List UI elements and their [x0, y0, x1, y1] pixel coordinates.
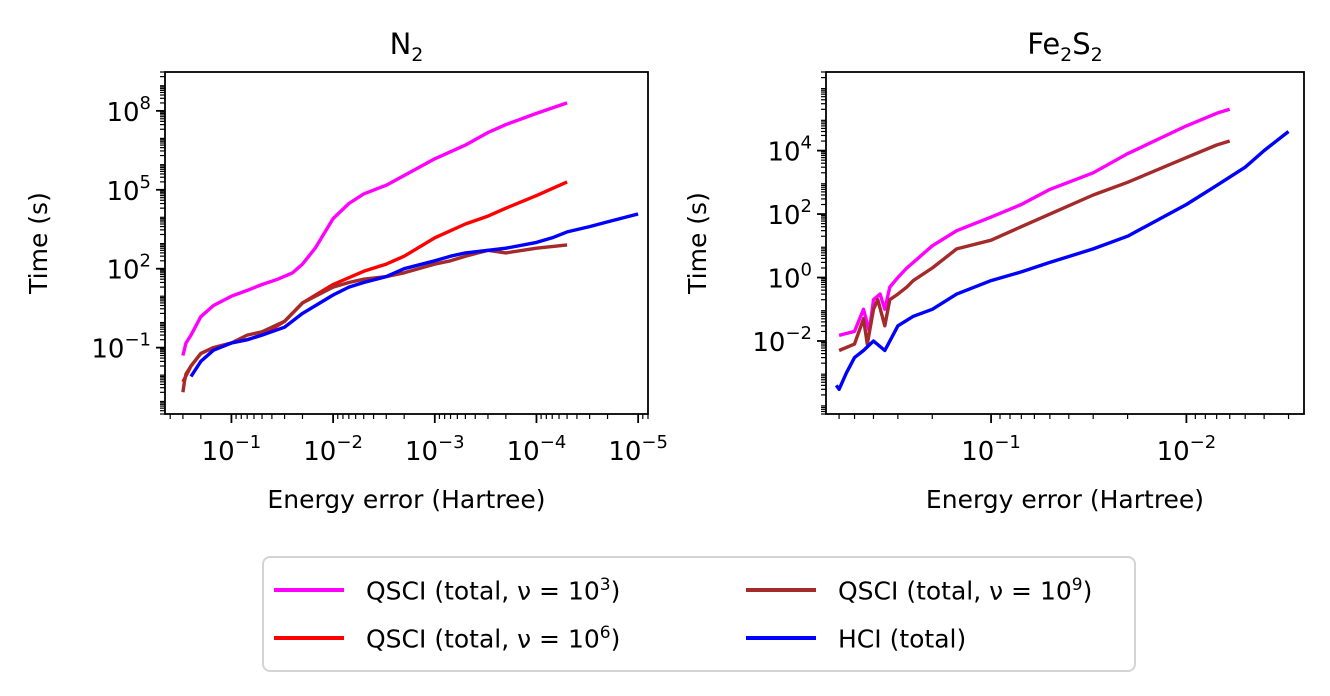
- x-tick-label: 10−2: [303, 432, 363, 467]
- legend-label-qsci-1e9: QSCI (total, ν = 109): [838, 574, 1093, 606]
- legend-label-hci: HCI (total): [838, 624, 967, 654]
- series-line-qsci-total-10: [181, 101, 568, 356]
- legend-line-qsci-1e9: [746, 588, 816, 592]
- y-tick-label: 105: [106, 172, 151, 207]
- legend-item-hci: HCI (total): [746, 620, 966, 656]
- legend-line-hci: [746, 636, 816, 640]
- series-line-hci-total: [834, 130, 1290, 391]
- y-tick-label: 10−1: [91, 330, 151, 365]
- x-tick-label: 10−4: [507, 432, 567, 467]
- chart-n2: 10−1 10−2 10−3 10−4 10−5 10−1 102 105 108 N2​ Ener…: [24, 27, 668, 514]
- chart-title: N2​: [390, 27, 424, 66]
- x-tick-label: 10−2: [1157, 432, 1217, 467]
- y-axis-label: Time (s): [24, 192, 53, 295]
- legend-item-qsci-1e6: QSCI (total, ν = 106): [274, 620, 620, 656]
- x-tick-label: 10−1: [202, 432, 262, 467]
- x-axis-label: Energy error (Hartree): [926, 485, 1204, 514]
- x-axis-label: Energy error (Hartree): [267, 485, 545, 514]
- legend: QSCI (total, ν = 103) QSCI (total, ν = 1…: [262, 556, 1136, 672]
- series-line-qsci-total-10: [838, 139, 1231, 353]
- y-axis-label: Time (s): [683, 192, 712, 295]
- y-tick-label: 104: [767, 133, 812, 168]
- legend-line-qsci-1e3: [274, 588, 344, 592]
- chart-fe2s2: 10−1 10−2 10−2 100 102 104 Fe2​S2​ Energy error…: [683, 27, 1305, 514]
- y-tick-label: 102: [106, 251, 151, 286]
- series-line-qsci-total-10: [181, 180, 568, 383]
- x-tick-label: 10−3: [405, 432, 465, 467]
- y-tick-label: 108: [106, 93, 151, 128]
- x-tick-label: 10−1: [961, 432, 1021, 467]
- series-line-hci-total: [189, 212, 639, 378]
- y-tick-label: 10−2: [752, 323, 812, 358]
- legend-label-qsci-1e6: QSCI (total, ν = 106): [366, 622, 621, 654]
- series-line-qsci-total-10: [181, 243, 568, 393]
- y-tick-label: 100: [767, 260, 812, 295]
- legend-line-qsci-1e6: [274, 636, 344, 640]
- legend-item-qsci-1e3: QSCI (total, ν = 103): [274, 572, 620, 608]
- x-tick-label: 10−5: [608, 432, 668, 467]
- y-tick-label: 102: [767, 196, 812, 231]
- chart-title: Fe2​S2​: [1027, 27, 1103, 66]
- legend-item-qsci-1e9: QSCI (total, ν = 109): [746, 572, 1092, 608]
- plot-frame: [825, 71, 1305, 415]
- legend-label-qsci-1e3: QSCI (total, ν = 103): [366, 574, 621, 606]
- plot-frame: [164, 71, 649, 415]
